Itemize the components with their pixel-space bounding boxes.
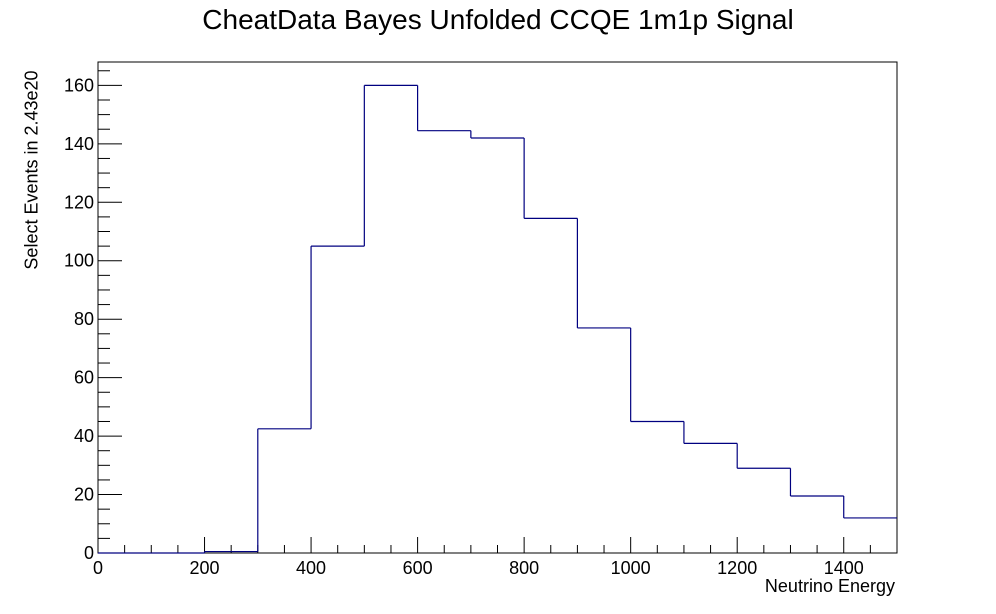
x-tick-label: 1000 [611, 558, 651, 578]
histogram-bin [203, 550, 258, 553]
histogram-bin [310, 245, 365, 429]
histogram-bin [363, 84, 418, 247]
histogram-bin [576, 218, 631, 329]
y-tick-label: 160 [64, 75, 94, 95]
y-tick-label: 140 [64, 134, 94, 154]
x-tick-label: 1200 [717, 558, 757, 578]
histogram-bin [789, 468, 844, 497]
plot-frame-layer [97, 61, 898, 554]
histogram-bin [417, 85, 471, 132]
y-tick-label: 0 [84, 543, 94, 563]
x-tick-label: 1400 [824, 558, 864, 578]
y-tick-label: 40 [74, 426, 94, 446]
y-tick-label: 100 [64, 251, 94, 271]
tick-labels-layer: 0 200 400 600 800 1000 1200 1400 0 20 40 60 80 100 120… [64, 75, 864, 578]
y-tick-label: 120 [64, 192, 94, 212]
x-axis-label: Neutrino Energy [764, 576, 895, 596]
y-tick-label: 80 [74, 309, 94, 329]
x-tick-label: 800 [509, 558, 539, 578]
axis-ticks-layer [97, 70, 898, 554]
x-tick-label: 0 [93, 558, 103, 578]
histogram-bin [257, 428, 312, 552]
histogram-bin [683, 421, 738, 445]
histogram-bin [523, 137, 578, 219]
y-tick-label: 20 [74, 485, 94, 505]
y-tick-label: 60 [74, 368, 94, 388]
x-tick-label: 200 [190, 558, 220, 578]
plot-frame [97, 61, 898, 554]
x-tick-label: 600 [403, 558, 433, 578]
histogram-bin [630, 327, 684, 423]
histogram-layer [98, 84, 897, 554]
histogram-bin [736, 443, 791, 469]
histogram-bin [843, 496, 897, 519]
chart-title: CheatData Bayes Unfolded CCQE 1m1p Signa… [202, 4, 794, 35]
x-tick-label: 400 [296, 558, 326, 578]
histogram-bin [470, 130, 525, 139]
